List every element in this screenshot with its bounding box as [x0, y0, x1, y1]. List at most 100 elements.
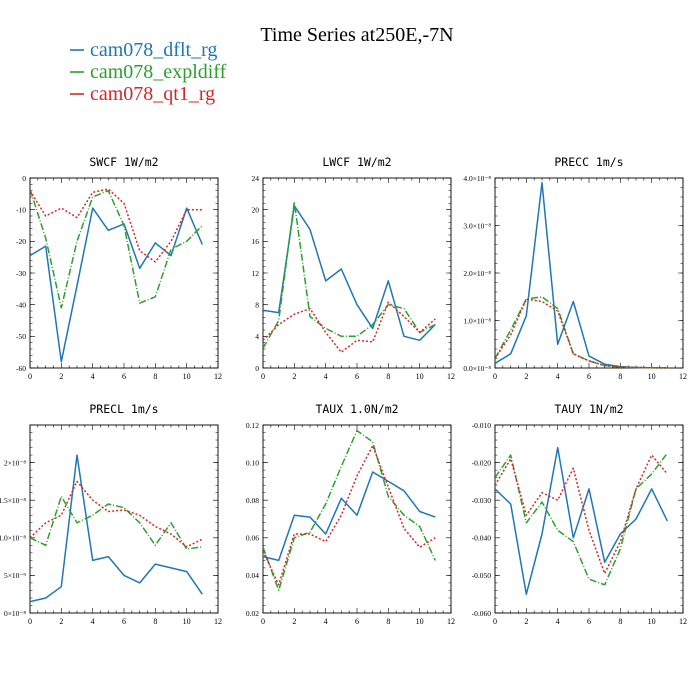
x-tick-label: 0 — [261, 372, 265, 381]
y-tick-label: 0.0×10⁻⁸ — [463, 364, 491, 373]
panel-title: LWCF 1W/m2 — [322, 155, 391, 169]
series-line-cam078_dflt_rg — [30, 454, 203, 603]
x-tick-label: 8 — [386, 617, 390, 626]
panels: SWCF 1W/m2 0 2 4 6 8 10 12 -60 -50 -40 -30 -20 -10 0 LW… — [0, 155, 687, 626]
legend: cam078_dflt_rgcam078_expldiffcam078_qt1_… — [70, 39, 227, 105]
x-tick-label: 10 — [416, 372, 424, 381]
y-tick-label: -40 — [16, 300, 26, 309]
x-tick-label: 8 — [153, 617, 157, 626]
y-tick-label: 2×10⁻⁸ — [4, 458, 26, 467]
x-tick-label: 6 — [122, 372, 126, 381]
panel-5: TAUY 1N/m2 0 2 4 6 8 10 12 -0.060 -0.050 -0.040 -0.… — [472, 402, 687, 626]
x-tick-label: 12 — [679, 617, 687, 626]
x-tick-label: 0 — [28, 372, 32, 381]
series-line-cam078_expldiff — [30, 495, 203, 550]
x-tick-label: 2 — [292, 617, 296, 626]
series-line-cam078_expldiff — [263, 201, 436, 349]
x-tick-label: 12 — [214, 617, 222, 626]
x-tick-label: 0 — [493, 617, 497, 626]
y-tick-label: -30 — [16, 269, 26, 278]
y-tick-label: 1.0×10⁻⁸ — [463, 316, 491, 325]
panel-title: PRECC 1m/s — [554, 155, 623, 169]
x-tick-label: 6 — [355, 372, 359, 381]
y-tick-label: -10 — [16, 205, 26, 214]
x-tick-label: 10 — [648, 617, 656, 626]
x-tick-label: 12 — [214, 372, 222, 381]
panel-4: TAUX 1.0N/m2 0 2 4 6 8 10 12 0.02 0.04 0.06 0.08 0.1… — [246, 402, 455, 626]
panel-title: SWCF 1W/m2 — [89, 155, 158, 169]
y-tick-label: -0.020 — [472, 458, 492, 467]
y-tick-label: 0.02 — [246, 609, 259, 618]
y-tick-label: -0.050 — [472, 571, 492, 580]
x-tick-label: 12 — [447, 617, 455, 626]
plot-frame — [29, 424, 219, 614]
y-tick-label: 3.0×10⁻⁸ — [463, 221, 491, 230]
series-line-cam078_dflt_rg — [30, 207, 203, 363]
x-tick-label: 8 — [618, 372, 622, 381]
x-tick-label: 2 — [524, 617, 528, 626]
x-tick-label: 8 — [153, 372, 157, 381]
x-tick-label: 8 — [386, 372, 390, 381]
y-tick-label: 0.04 — [246, 571, 259, 580]
series-line-cam078_dflt_rg — [263, 471, 436, 562]
plot-frame — [262, 424, 452, 614]
panel-title: PRECL 1m/s — [89, 402, 158, 416]
y-tick-label: 0.10 — [246, 458, 259, 467]
y-tick-label: -0.060 — [472, 609, 492, 618]
series-line-cam078_dflt_rg — [263, 204, 436, 342]
y-tick-label: 0×10⁻⁸ — [4, 609, 26, 618]
series-line-cam078_qt1_rg — [495, 454, 668, 575]
x-tick-label: 6 — [122, 617, 126, 626]
x-tick-label: 6 — [355, 617, 359, 626]
x-tick-label: 4 — [556, 372, 560, 381]
x-tick-label: 10 — [648, 372, 656, 381]
x-tick-label: 6 — [587, 372, 591, 381]
legend-label-0: cam078_dflt_rg — [90, 39, 217, 61]
y-tick-label: 16 — [252, 237, 260, 246]
series-line-cam078_qt1_rg — [30, 480, 203, 548]
x-tick-label: 0 — [261, 617, 265, 626]
y-tick-label: 4.0×10⁻⁸ — [463, 174, 491, 183]
series-line-cam078_expldiff — [30, 188, 203, 309]
y-tick-label: 1.5×10⁻⁸ — [0, 496, 26, 505]
x-tick-label: 2 — [292, 372, 296, 381]
panel-3: PRECL 1m/s 0 2 4 6 8 10 12 0×10⁻⁸ 5×10⁻⁹ 1.0×10⁻⁸ 1… — [0, 402, 222, 626]
series-line-cam078_qt1_rg — [495, 298, 668, 369]
x-tick-label: 4 — [324, 617, 328, 626]
y-tick-label: -50 — [16, 332, 26, 341]
x-tick-label: 12 — [447, 372, 455, 381]
x-tick-label: 2 — [59, 372, 63, 381]
series-line-cam078_expldiff — [495, 452, 668, 586]
series-line-cam078_expldiff — [263, 429, 436, 592]
x-tick-label: 0 — [28, 617, 32, 626]
y-tick-label: -0.040 — [472, 534, 492, 543]
y-tick-label: 0.08 — [246, 496, 259, 505]
x-tick-label: 4 — [324, 372, 328, 381]
plot-frame — [494, 424, 684, 614]
y-tick-label: 12 — [252, 269, 260, 278]
figure-title: Time Series at250E,-7N — [260, 24, 453, 46]
y-tick-label: 1.0×10⁻⁸ — [0, 534, 26, 543]
y-tick-label: 0 — [255, 364, 259, 373]
panel-title: TAUX 1.0N/m2 — [315, 402, 398, 416]
panel-2: PRECC 1m/s 0 2 4 6 8 10 12 0.0×10⁻⁸ 1.0×10⁻⁸ 2.0×1… — [463, 155, 687, 381]
series-line-cam078_dflt_rg — [495, 182, 668, 369]
y-tick-label: -60 — [16, 364, 26, 373]
x-tick-label: 4 — [91, 617, 95, 626]
x-tick-label: 10 — [183, 617, 191, 626]
x-tick-label: 4 — [91, 372, 95, 381]
series-line-cam078_qt1_rg — [263, 444, 436, 586]
legend-label-1: cam078_expldiff — [90, 61, 227, 83]
y-tick-label: -0.010 — [472, 421, 492, 430]
y-tick-label: -20 — [16, 237, 26, 246]
y-tick-label: 0.06 — [246, 534, 259, 543]
series-line-cam078_expldiff — [495, 296, 668, 369]
x-tick-label: 8 — [618, 617, 622, 626]
legend-label-2: cam078_qt1_rg — [90, 83, 215, 105]
y-tick-label: 2.0×10⁻⁸ — [463, 269, 491, 278]
y-tick-label: 0.12 — [246, 421, 259, 430]
x-tick-label: 10 — [416, 617, 424, 626]
x-tick-label: 0 — [493, 372, 497, 381]
